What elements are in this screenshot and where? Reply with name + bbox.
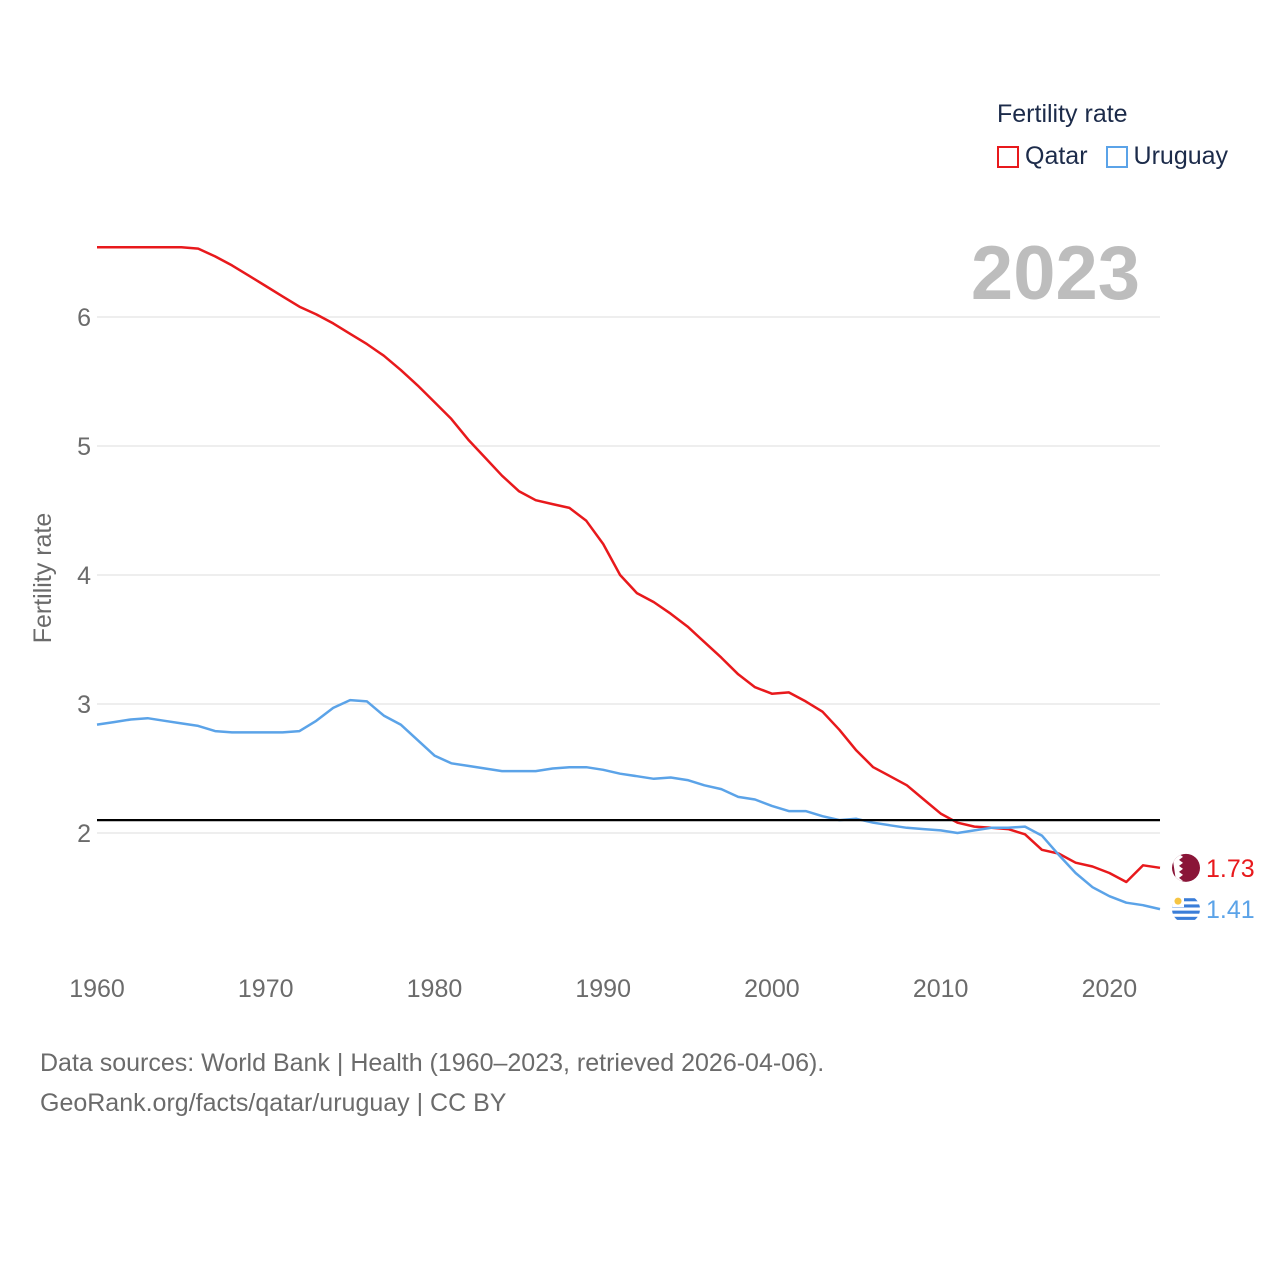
uruguay-flag-stripe	[1172, 898, 1200, 902]
legend: Qatar Uruguay	[997, 142, 1246, 171]
uruguay-end-value: 1.41	[1206, 896, 1255, 924]
y-tick-label: 5	[77, 433, 91, 461]
legend-swatch-uruguay	[1105, 145, 1128, 168]
qatar-end-value: 1.73	[1206, 855, 1255, 883]
qatar-flag-serration	[1172, 853, 1183, 881]
y-axis-label: Fertility rate	[29, 513, 57, 644]
x-tick-label: 2000	[744, 975, 800, 1003]
x-tick-label: 1990	[575, 975, 631, 1003]
legend-title: Fertility rate	[997, 100, 1128, 128]
y-tick-label: 4	[77, 562, 91, 590]
year-watermark: 2023	[971, 231, 1140, 316]
y-tick-label: 6	[77, 304, 91, 332]
legend-item-uruguay[interactable]: Uruguay	[1105, 142, 1229, 171]
legend-label-uruguay: Uruguay	[1133, 142, 1229, 170]
attribution-link[interactable]: GeoRank.org/facts/qatar/uruguay | CC BY	[40, 1089, 507, 1117]
legend-label-qatar: Qatar	[1025, 142, 1088, 170]
footer: Data sources: World Bank | Health (1960–…	[40, 1043, 824, 1123]
x-tick-label: 1980	[407, 975, 463, 1003]
legend-swatch-qatar	[997, 145, 1019, 168]
x-tick-label: 2020	[1082, 975, 1138, 1003]
series-line-uruguay	[96, 698, 1161, 911]
legend-item-qatar[interactable]: Qatar	[997, 142, 1088, 171]
x-tick-label: 1970	[238, 975, 294, 1003]
x-tick-label: 1960	[69, 975, 125, 1003]
uruguay-flag-stripe	[1172, 916, 1200, 920]
y-tick-label: 2	[77, 820, 91, 848]
uruguay-flag-stripe	[1172, 904, 1200, 908]
x-tick-label: 2010	[913, 975, 969, 1003]
uruguay-flag-stripe	[1172, 910, 1200, 914]
uruguay-flag-sun	[1174, 897, 1182, 905]
data-source-text: Data sources: World Bank | Health (1960–…	[40, 1049, 825, 1077]
series-line-qatar	[97, 246, 1161, 884]
y-tick-label: 3	[77, 691, 91, 719]
